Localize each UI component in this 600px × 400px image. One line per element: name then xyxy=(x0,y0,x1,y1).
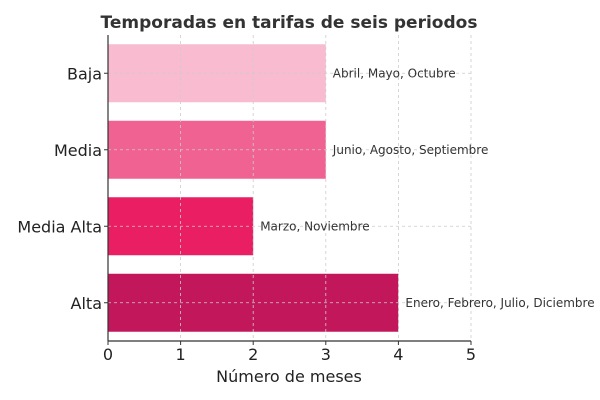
y-tick-label: Media xyxy=(54,141,102,160)
x-axis-label: Número de meses xyxy=(216,367,362,386)
x-tick-label: 1 xyxy=(176,345,186,364)
x-tick-label: 2 xyxy=(248,345,258,364)
y-tick-label: Baja xyxy=(67,64,102,83)
x-tick-label: 4 xyxy=(393,345,403,364)
data-label: Junio, Agosto, Septiembre xyxy=(332,143,489,157)
y-tick-label: Alta xyxy=(71,294,102,313)
data-label: Enero, Febrero, Julio, Diciembre xyxy=(405,296,594,310)
data-label: Abril, Mayo, Octubre xyxy=(333,66,456,80)
y-tick-label: Media Alta xyxy=(17,217,102,236)
data-label: Marzo, Noviembre xyxy=(260,219,369,233)
x-tick-label: 5 xyxy=(466,345,476,364)
x-tick-label: 0 xyxy=(103,345,113,364)
x-tick-label: 3 xyxy=(321,345,331,364)
chart-title: Temporadas en tarifas de seis periodos xyxy=(101,13,478,33)
